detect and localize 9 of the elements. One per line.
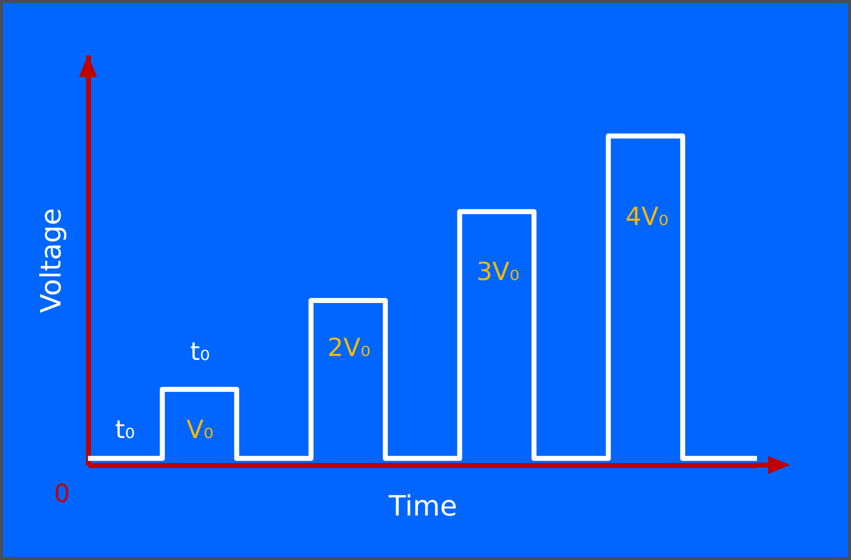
- annotation: 3V₀: [476, 257, 520, 286]
- annotation: 2V₀: [327, 333, 371, 362]
- text: 0: [54, 479, 70, 508]
- x-axis-title: Time: [388, 490, 458, 522]
- annotation: t₀: [115, 415, 135, 444]
- annotation: t₀: [190, 337, 210, 366]
- y-axis-title: Voltage: [34, 208, 68, 314]
- annotation: V₀: [186, 415, 214, 444]
- annotation: 4V₀: [625, 202, 669, 231]
